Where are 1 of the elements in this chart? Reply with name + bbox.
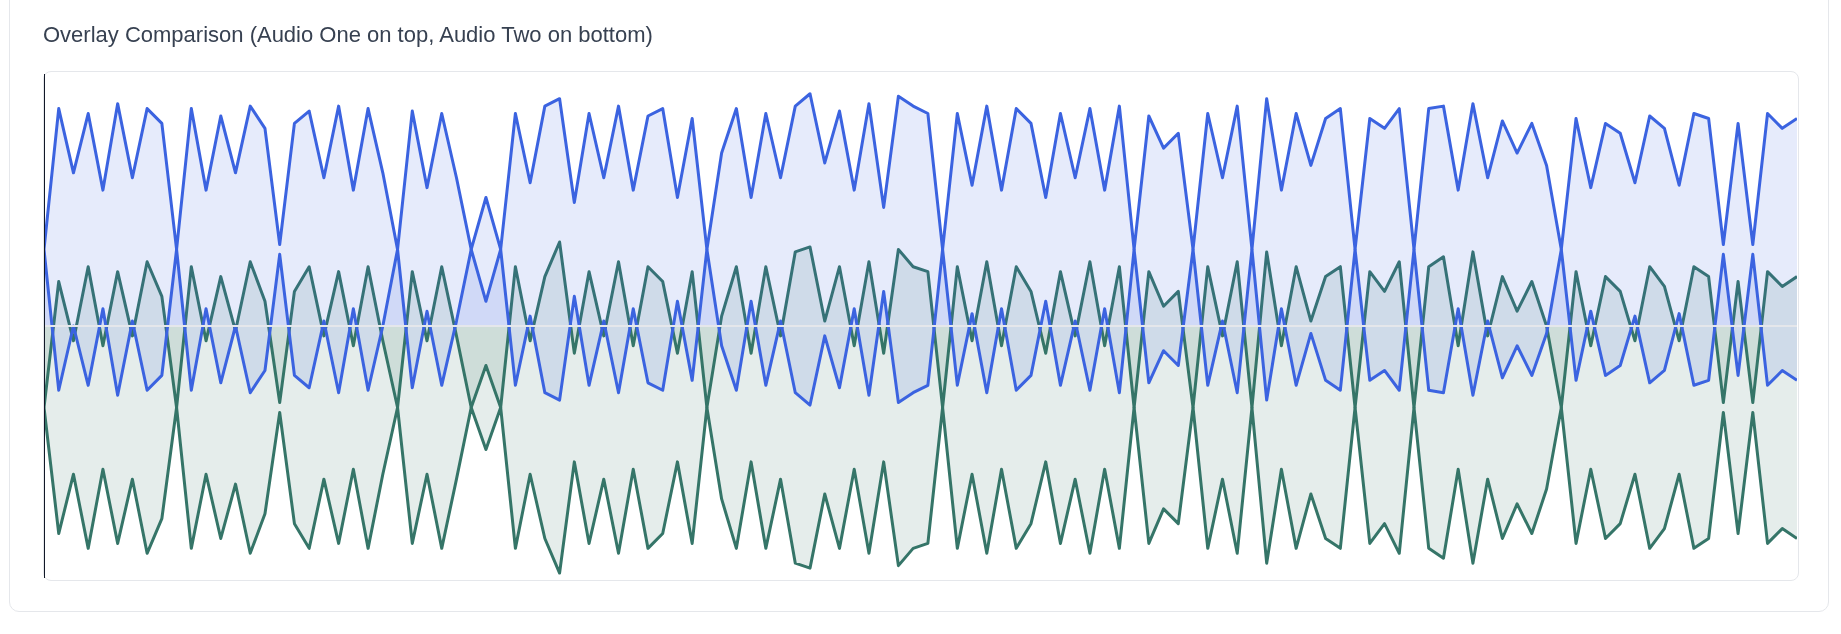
chart-title: Overlay Comparison (Audio One on top, Audio Two on bottom) [43, 22, 653, 48]
